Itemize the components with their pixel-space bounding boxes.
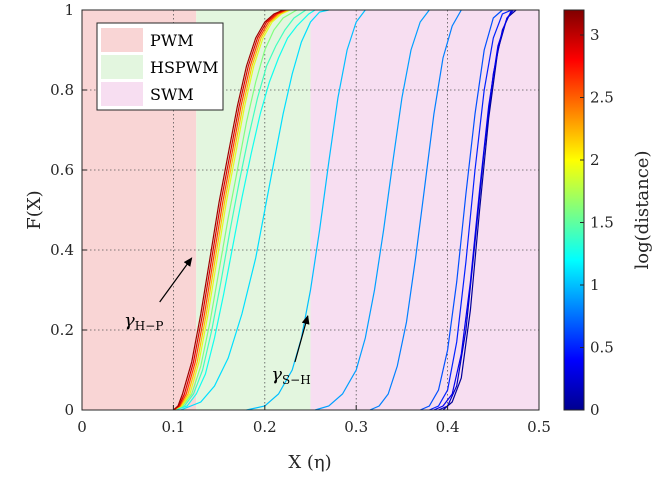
colorbar-tick-label: 0 — [590, 401, 600, 419]
legend: PWM HSPWM SWM — [96, 22, 224, 111]
y-tick-label: 0.8 — [50, 81, 74, 99]
plot-frame — [81, 9, 540, 411]
y-tick-label: 0.2 — [50, 321, 74, 339]
colorbar-gradient — [563, 9, 585, 411]
annotation-arrow — [159, 257, 193, 303]
annotation-label: γS−H — [271, 364, 311, 387]
x-tick-label: 0.4 — [436, 418, 460, 436]
region-swm — [310, 10, 539, 410]
series-lines — [173, 9, 517, 411]
y-tick-label: 0.6 — [50, 161, 74, 179]
series-line — [173, 9, 307, 411]
legend-label: HSPWM — [150, 58, 219, 77]
x-tick-label: 0 — [77, 418, 87, 436]
annotation-arrow — [294, 315, 310, 363]
annotations: γH−P γS−H — [124, 257, 311, 387]
y-axis-title: F(X) — [24, 190, 45, 229]
series-line — [246, 9, 366, 411]
x-tick-label: 0.1 — [161, 418, 185, 436]
y-tick-label: 0.4 — [50, 241, 74, 259]
series-line — [429, 9, 512, 411]
x-tick-label: 0.5 — [527, 418, 551, 436]
colorbar-tick-label: 0.5 — [590, 339, 614, 357]
colorbar-tick-label: 1 — [590, 276, 600, 294]
x-axis-title: X (η) — [288, 452, 331, 473]
x-tick-labels: 0 0.1 0.2 0.3 0.4 0.5 — [77, 405, 551, 436]
y-tick-label: 1 — [64, 1, 74, 19]
annotation-label: γH−P — [124, 310, 163, 333]
legend-label: SWM — [150, 85, 194, 104]
x-tick-label: 0.3 — [344, 418, 368, 436]
series-line — [173, 9, 291, 411]
colorbar-tick-label: 2 — [590, 151, 600, 169]
series-line — [173, 9, 287, 411]
legend-label: PWM — [150, 31, 194, 50]
colorbar-tick-label: 3 — [590, 26, 600, 44]
series-line — [419, 9, 503, 411]
legend-swatch — [101, 28, 143, 52]
legend-swatch — [101, 55, 143, 79]
colorbar-ticks: 0 0.5 1 1.5 2 2.5 3 — [580, 26, 614, 419]
series-line — [173, 9, 289, 411]
colorbar: 0 0.5 1 1.5 2 2.5 3 log(distance) — [563, 9, 653, 419]
colorbar-tick-label: 1.5 — [590, 214, 614, 232]
colorbar-tick-label: 2.5 — [590, 89, 614, 107]
series-line — [173, 9, 286, 411]
series-line — [180, 9, 329, 411]
series-line — [369, 9, 462, 411]
y-tick-label: 0 — [64, 401, 74, 419]
colorbar-title: log(distance) — [632, 151, 653, 270]
series-line — [173, 9, 298, 411]
series-line — [175, 9, 316, 411]
series-line — [314, 9, 430, 411]
legend-swatch — [101, 82, 143, 106]
y-tick-labels: 0 0.2 0.4 0.6 0.8 1 — [50, 1, 87, 419]
x-tick-label: 0.2 — [253, 418, 277, 436]
series-line — [173, 9, 284, 411]
series-line — [433, 9, 514, 411]
